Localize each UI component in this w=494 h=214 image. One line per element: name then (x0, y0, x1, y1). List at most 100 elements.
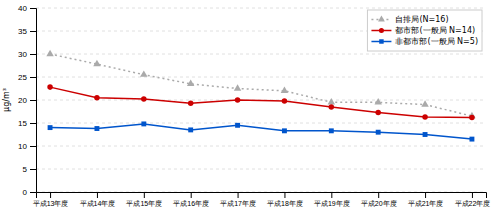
x-tick-label: 平成21年度 (408, 200, 444, 207)
x-axis-line (37, 193, 487, 199)
y-tick-mark (30, 77, 36, 78)
x-tick-label: 平成15年度 (126, 200, 162, 207)
x-tick-mark (50, 192, 51, 198)
y-tick: 0 (23, 188, 36, 197)
y-tick: 10 (18, 142, 36, 151)
series-line (50, 87, 472, 117)
x-tick: 平成13年度 (33, 192, 69, 207)
x-tick-mark (284, 192, 285, 198)
y-tick: 15 (18, 119, 36, 128)
point-marker (94, 95, 100, 101)
point-marker (94, 126, 99, 131)
point-marker (469, 137, 474, 142)
legend: 自排局(N=16) 都市部(一般局 N=14) 非都市部(一般局 N=5) (367, 10, 482, 51)
y-tick: 30 (18, 50, 36, 59)
y-axis: 0 5 10 15 20 25 30 35 40 (18, 4, 36, 197)
x-tick: 平成20年度 (361, 192, 397, 207)
point-marker (376, 130, 381, 135)
x-tick-label: 平成14年度 (80, 200, 116, 207)
x-tick-label: 平成17年度 (220, 200, 256, 207)
grid-line (36, 8, 486, 9)
x-tick-label: 平成18年度 (267, 200, 303, 207)
x-tick: 平成22年度 (455, 192, 491, 207)
x-tick-mark (331, 192, 332, 198)
point-marker (235, 97, 241, 103)
point-marker (235, 123, 240, 128)
point-marker (469, 115, 475, 121)
y-tick-mark (30, 169, 36, 170)
x-tick-mark (97, 192, 98, 198)
point-marker (423, 132, 428, 137)
x-tick: 平成21年度 (408, 192, 444, 207)
grid (36, 8, 486, 192)
point-marker (375, 110, 381, 116)
point-marker (187, 80, 194, 86)
legend-item: 都市部(一般局 N=14) (371, 26, 475, 35)
point-marker (188, 127, 193, 132)
legend-marker (378, 16, 385, 22)
y-tick-mark (30, 192, 36, 193)
x-tick-mark (378, 192, 379, 198)
y-axis-line (30, 9, 37, 193)
y-tick-mark (30, 123, 36, 124)
y-tick-mark (30, 31, 36, 32)
point-marker (48, 125, 53, 130)
legend-label: 自排局(N=16) (395, 15, 448, 24)
point-marker (47, 84, 53, 90)
point-marker (282, 128, 287, 133)
x-tick: 平成16年度 (173, 192, 209, 207)
point-marker (46, 50, 53, 56)
point-marker (140, 70, 147, 76)
x-tick-mark (238, 192, 239, 198)
y-tick-label: 35 (18, 27, 27, 36)
y-tick-label: 30 (18, 50, 27, 59)
y-tick-label: 25 (18, 73, 27, 82)
point-marker (421, 100, 428, 106)
x-tick: 平成15年度 (126, 192, 162, 207)
series-markers (48, 121, 475, 141)
y-tick-mark (30, 54, 36, 55)
legend-item: 自排局(N=16) (371, 15, 448, 24)
grid-line (36, 146, 486, 147)
series-markers (46, 50, 475, 119)
point-marker (282, 98, 288, 104)
x-tick-mark (191, 192, 192, 198)
x-tick: 平成17年度 (220, 192, 256, 207)
plot-area (46, 50, 475, 142)
point-marker (422, 114, 428, 120)
legend-frame (367, 10, 482, 51)
y-tick-label: 40 (18, 4, 27, 13)
y-tick-mark (30, 146, 36, 147)
point-marker (93, 60, 100, 66)
y-tick-mark (30, 100, 36, 101)
y-axis-title: μg/m³ (2, 88, 11, 112)
legend-label: 非都市部(一般局 N=5) (395, 37, 478, 46)
series-line (50, 54, 472, 116)
x-tick-mark (425, 192, 426, 198)
series-line (50, 124, 472, 139)
y-tick-label: 5 (23, 165, 28, 174)
x-tick: 平成19年度 (314, 192, 350, 207)
chart: 0 5 10 15 20 25 30 35 40 平成13年度 平成14年度 平成15年度 平成16年度… (0, 0, 494, 214)
y-tick: 20 (18, 96, 36, 105)
legend-marker (379, 39, 383, 43)
x-axis: 平成13年度 平成14年度 平成15年度 平成16年度平成17年度 平成18年度 平成19… (33, 192, 491, 207)
series-markers (47, 84, 474, 120)
grid-line (36, 123, 486, 124)
y-tick-label: 0 (23, 188, 28, 197)
x-tick: 平成14年度 (80, 192, 116, 207)
x-tick-label: 平成20年度 (361, 200, 397, 207)
x-tick: 平成18年度 (267, 192, 303, 207)
point-marker (141, 121, 146, 126)
x-tick-label: 平成19年度 (314, 200, 350, 207)
point-marker (329, 104, 335, 110)
grid-line (36, 54, 486, 55)
point-marker (328, 98, 335, 104)
y-tick-label: 20 (18, 96, 27, 105)
point-marker (374, 98, 381, 104)
y-tick: 35 (18, 27, 36, 36)
x-tick-label: 平成13年度 (33, 200, 69, 207)
y-tick-mark (30, 8, 36, 9)
legend-label: 都市部(一般局 N=14) (395, 26, 475, 35)
y-tick-label: 10 (18, 142, 27, 151)
